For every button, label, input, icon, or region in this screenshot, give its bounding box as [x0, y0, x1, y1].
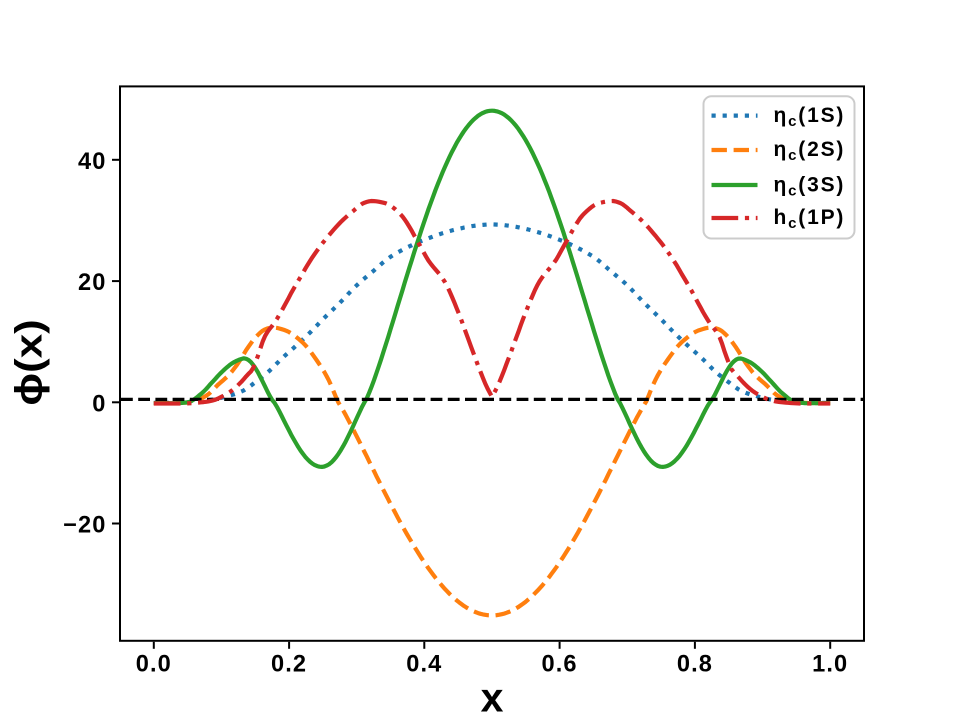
svg-text:ηc(2S): ηc(2S) [774, 138, 846, 164]
svg-text:ηc(1S): ηc(1S) [774, 104, 846, 130]
svg-text:ϕ(x): ϕ(x) [7, 319, 50, 405]
svg-text:1.0: 1.0 [812, 652, 848, 678]
svg-text:0.8: 0.8 [677, 652, 713, 678]
svg-text:0.2: 0.2 [271, 652, 307, 678]
svg-text:0.0: 0.0 [136, 652, 172, 678]
svg-text:20: 20 [78, 270, 106, 296]
svg-text:ηc(3S): ηc(3S) [774, 173, 846, 199]
svg-text:0.4: 0.4 [406, 652, 442, 678]
svg-text:x: x [481, 675, 504, 720]
svg-text:−20: −20 [63, 513, 106, 539]
svg-text:hc(1P): hc(1P) [774, 206, 846, 232]
svg-text:0: 0 [92, 391, 106, 417]
svg-text:40: 40 [78, 149, 106, 175]
svg-text:0.6: 0.6 [542, 652, 578, 678]
